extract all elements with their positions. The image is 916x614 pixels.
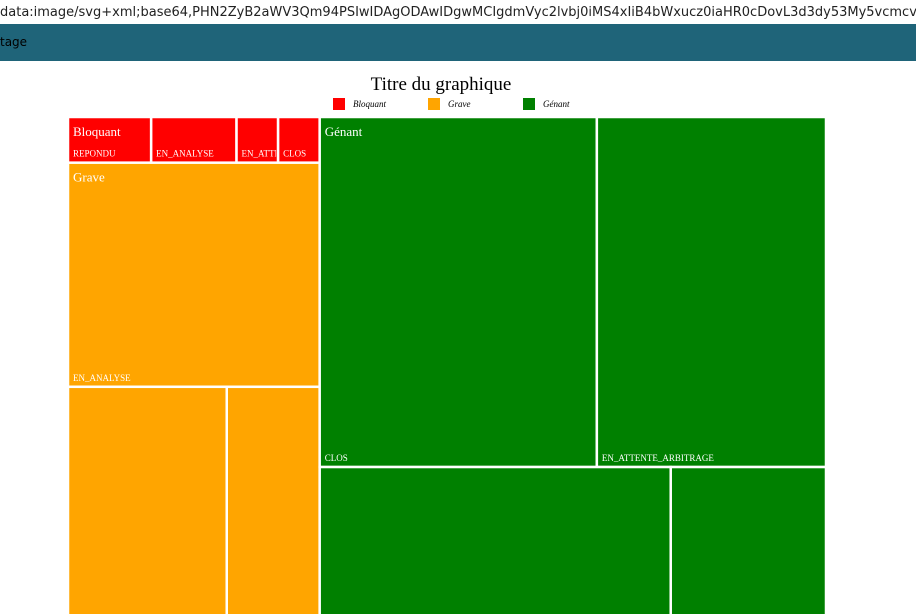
treemap-cell	[66, 385, 228, 614]
cell-label: CLOS	[325, 453, 348, 463]
toolbar	[0, 24, 916, 61]
treemap-cell	[66, 115, 153, 164]
treemap-cell	[318, 465, 672, 614]
address-bar[interactable]	[0, 0, 916, 24]
legend-label: Bloquant	[353, 99, 386, 109]
cell-label: EN_ATTENTE_ARBITRAGE	[242, 149, 354, 159]
treemap-cell	[318, 115, 599, 469]
treemap-cell	[66, 161, 321, 389]
chart-title: Titre du graphique	[371, 74, 512, 95]
treemap-cell	[669, 465, 828, 614]
group-label: Grave	[73, 170, 105, 185]
treemap-cell	[149, 115, 238, 164]
legend-swatch	[428, 98, 440, 110]
address-text: data:image/svg+xml;base64,PHN2ZyB2aWV3Qm…	[0, 5, 916, 20]
legend-swatch	[333, 98, 345, 110]
legend-label: Grave	[448, 99, 471, 109]
toolbar-text[interactable]: tage	[0, 35, 27, 49]
group-label: Génant	[325, 124, 363, 139]
treemap-cell	[235, 115, 280, 164]
cell-label: EN_ANALYSE	[73, 373, 131, 383]
treemap-cell	[595, 115, 828, 469]
cell-label: CLOS	[283, 149, 306, 159]
legend-label: Génant	[543, 99, 570, 109]
legend: Bloquant Grave Génant	[333, 98, 570, 110]
legend-swatch	[523, 98, 535, 110]
group-label: Bloquant	[73, 124, 121, 139]
treemap: REPONDUEN_ANALYSEEN_ATTENTE_ARBITRAGECLO…	[66, 115, 828, 614]
cell-label: REPONDU	[73, 149, 116, 159]
cell-label: EN_ATTENTE_ARBITRAGE	[602, 453, 714, 463]
cell-label: EN_ANALYSE	[156, 149, 214, 159]
treemap-cell	[225, 385, 321, 614]
